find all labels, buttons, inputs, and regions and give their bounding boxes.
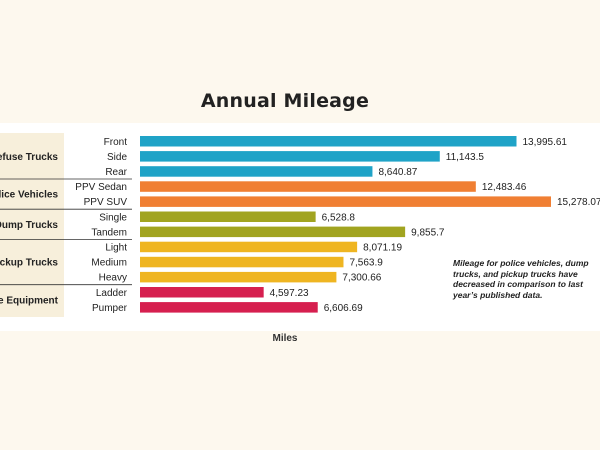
bar [140,287,264,298]
chart-annotation: Mileage for police vehicles, dump trucks… [453,258,589,300]
chart-title: Annual Mileage [200,90,370,112]
bar [140,196,551,207]
category-label: PPV Sedan [75,182,127,193]
category-label: Side [107,152,127,163]
bar [140,271,337,283]
bar [140,136,517,147]
data-label: 6,606.69 [324,303,363,314]
category-label: Front [104,137,128,148]
bar [140,211,316,222]
data-label: 8,640.87 [378,167,417,178]
category-label: Heavy [99,273,127,284]
bar [140,166,373,177]
group-label: Dump Trucks [0,220,58,231]
bar [140,181,476,192]
data-label: 13,995.61 [523,137,568,148]
bar [140,151,440,162]
category-label: Rear [105,167,127,178]
group-label-panel [0,133,64,317]
group-label: Fire Equipment [0,295,59,306]
data-label: 8,071.19 [363,243,402,254]
category-label: Ladder [96,288,128,299]
category-label: Single [99,212,127,223]
group-label: Police Vehicles [0,190,58,201]
bar [140,256,344,268]
data-label: 12,483.46 [482,182,527,193]
data-label: 15,278.07 [557,197,600,208]
bar [140,226,406,238]
bar [140,241,358,253]
group-label: Refuse Trucks [0,152,58,163]
bar [140,302,318,313]
category-label: Tandem [91,227,127,238]
group-label: Pickup Trucks [0,258,58,269]
data-label: 7,563.9 [349,258,383,269]
category-label: Pumper [92,303,128,314]
data-label: 4,597.23 [270,288,309,299]
data-label: 9,855.7 [411,227,445,238]
category-label: Medium [91,258,127,269]
category-label: Light [105,243,127,254]
data-label: 6,528.8 [322,212,356,223]
data-label: 7,300.66 [342,273,381,284]
data-label: 11,143.5 [446,152,485,163]
x-axis-label: Miles [272,333,298,344]
category-label: PPV SUV [84,197,128,208]
